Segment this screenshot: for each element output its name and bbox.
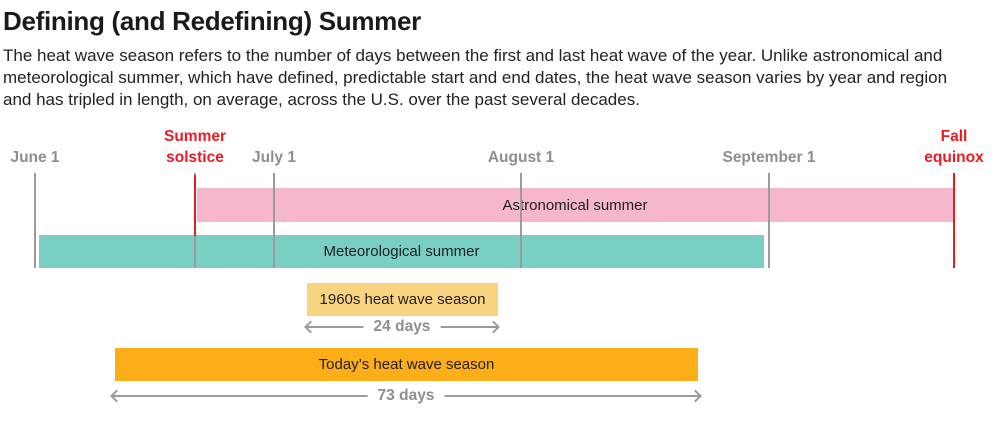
arrow-left-icon (110, 389, 123, 403)
heat-wave-season-1960s-label: 1960s heat wave season (319, 291, 486, 308)
axis-line-june-1 (34, 173, 36, 268)
axis-line-summer-solstice-red-segment (194, 175, 196, 236)
page-title: Defining (and Redefining) Summer (3, 6, 421, 36)
intro-line-2: meteorological summer, which have define… (3, 68, 948, 87)
heat-wave-season-1960s-bar: 1960s heat wave season (307, 283, 498, 316)
meteorological-summer-bar: Meteorological summer (39, 235, 764, 268)
heat-wave-season-today-bar: Today’s heat wave season (115, 348, 698, 381)
axis-label-july-1: July 1 (252, 149, 296, 166)
astronomical-summer-label: Astronomical summer (502, 196, 648, 214)
span-24-days-label: 24 days (363, 318, 441, 336)
arrow-right-icon (487, 320, 500, 334)
axis-line-september-1 (768, 173, 770, 268)
heat-wave-season-today-label: Today’s heat wave season (318, 356, 495, 373)
intro-line-3: and has tripled in length, on average, a… (3, 90, 640, 109)
intro-paragraph: The heat wave season refers to the numbe… (3, 45, 1000, 111)
axis-label-august-1: August 1 (487, 149, 555, 166)
span-73-days: 73 days (110, 387, 702, 405)
axis-label-june-1: June 1 (10, 149, 60, 166)
axis-line-august-1 (520, 173, 522, 268)
axis-label-september-1: September 1 (722, 149, 816, 166)
axis-line-fall-equinox (953, 173, 955, 268)
span-73-days-label: 73 days (367, 387, 445, 405)
astronomical-summer-bar: Astronomical summer (197, 188, 953, 222)
arrow-left-icon (304, 320, 317, 334)
arrow-right-icon (689, 389, 702, 403)
span-24-days: 24 days (304, 318, 500, 336)
axis-label-summer-solstice: Summer solstice (163, 128, 227, 166)
timeline-chart: Astronomical summer Meteorological summer… (0, 125, 1000, 426)
meteorological-summer-label: Meteorological summer (323, 243, 480, 260)
axis-line-july-1 (273, 173, 275, 268)
axis-label-fall-equinox: Fall equinox (924, 128, 984, 166)
intro-line-1: The heat wave season refers to the numbe… (3, 46, 943, 65)
